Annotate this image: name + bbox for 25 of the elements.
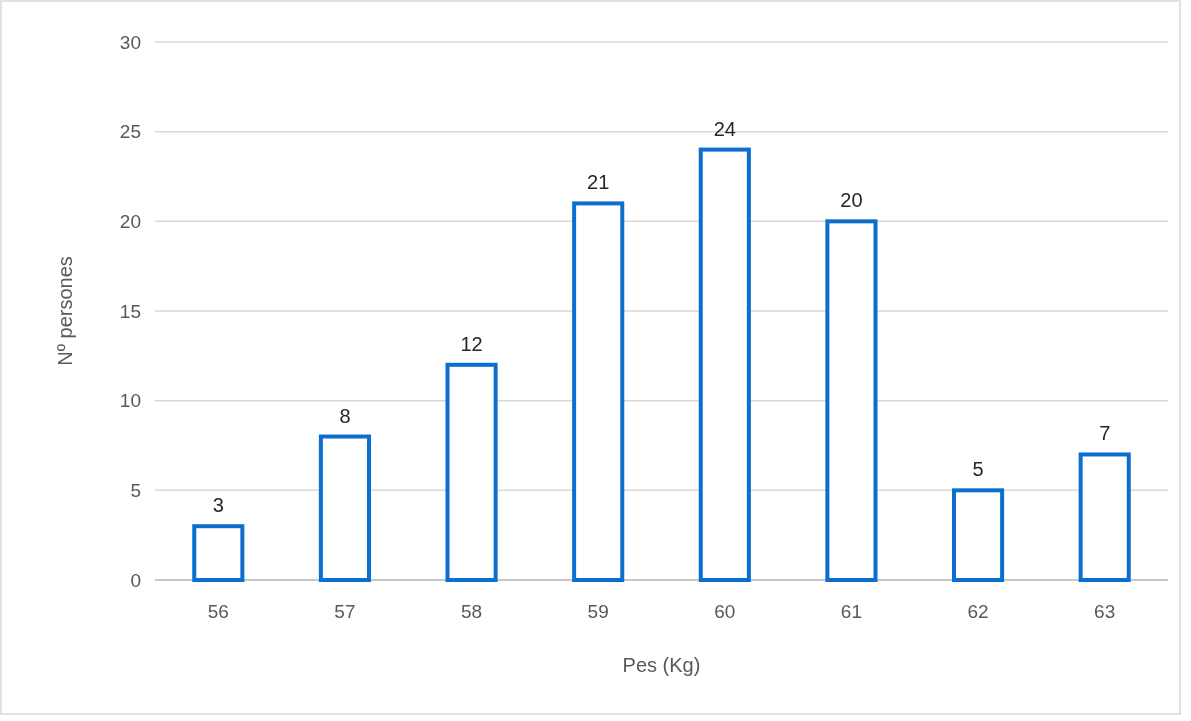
y-tick-label: 10 bbox=[119, 390, 141, 412]
data-label: 24 bbox=[713, 117, 736, 140]
x-tick-label: 57 bbox=[334, 601, 356, 622]
y-tick-label: 25 bbox=[119, 121, 141, 143]
x-tick-label: 62 bbox=[967, 601, 989, 622]
data-label: 12 bbox=[460, 332, 483, 355]
x-tick-label: 58 bbox=[460, 601, 483, 622]
y-tick-label: 0 bbox=[130, 569, 141, 591]
y-axis-title: Nº persones bbox=[54, 256, 76, 366]
data-label: 21 bbox=[587, 171, 610, 194]
data-label: 5 bbox=[972, 458, 984, 481]
x-tick-label: 59 bbox=[587, 601, 609, 622]
data-label: 20 bbox=[840, 189, 863, 212]
x-tick-label: 61 bbox=[840, 601, 863, 622]
x-tick-label: 56 bbox=[207, 601, 229, 622]
data-label: 7 bbox=[1099, 422, 1111, 445]
x-tick-label: 63 bbox=[1094, 601, 1116, 622]
y-tick-label: 5 bbox=[130, 479, 141, 501]
y-tick-label: 20 bbox=[119, 210, 141, 232]
x-tick-label: 60 bbox=[714, 601, 736, 622]
data-label: 8 bbox=[339, 404, 351, 427]
data-label: 3 bbox=[212, 494, 224, 517]
x-axis-title: Pes (Kg) bbox=[622, 654, 701, 676]
y-tick-label: 30 bbox=[119, 31, 141, 53]
y-tick-label: 15 bbox=[119, 300, 141, 322]
